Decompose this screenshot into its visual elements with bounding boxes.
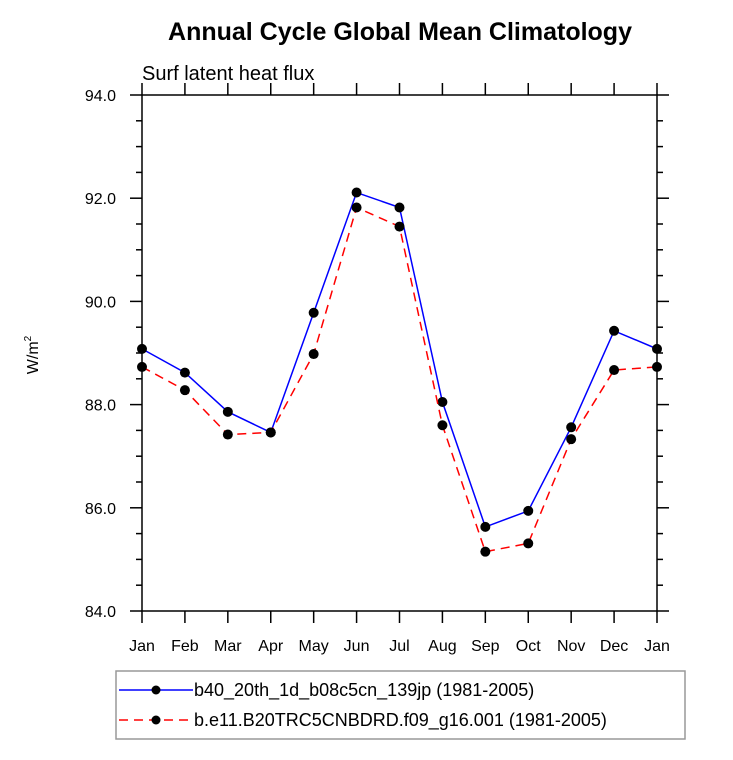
x-tick-label: Mar — [214, 638, 242, 655]
chart-subtitle: Surf latent heat flux — [142, 63, 314, 85]
data-point — [394, 221, 405, 232]
data-point — [480, 521, 491, 532]
data-point — [566, 434, 577, 445]
series-line-2 — [141, 206, 658, 553]
data-point — [351, 187, 362, 198]
legend-marker-series-1 — [151, 685, 161, 695]
data-point — [523, 538, 534, 549]
data-point — [351, 202, 362, 213]
data-point — [179, 367, 190, 378]
data-point — [437, 397, 448, 408]
x-tick-label: Jun — [344, 638, 370, 655]
y-tick-labels: 84.0 86.0 88.0 90.0 92.0 94.0 — [85, 88, 116, 621]
legend-label-series-2: b.e11.B20TRC5CNBDRD.f09_g16.001 (1981-20… — [194, 710, 607, 731]
x-tick-label: May — [299, 638, 329, 655]
series-2 — [137, 202, 662, 557]
data-point — [394, 202, 405, 213]
y-axis-label: W/m2 — [23, 335, 42, 374]
y-axis-label-superscript: 2 — [23, 335, 34, 341]
y-tick-label: 94.0 — [85, 88, 116, 105]
x-tick-label: Sep — [471, 638, 500, 655]
data-point — [652, 361, 662, 372]
x-tick-label: Oct — [516, 638, 541, 655]
data-point — [179, 385, 190, 396]
legend-marker-series-2 — [151, 715, 161, 725]
x-tick-label: Nov — [557, 638, 585, 655]
plot-frame — [141, 94, 658, 612]
legend-box — [115, 670, 686, 740]
chart-title: Annual Cycle Global Mean Climatology — [168, 18, 632, 46]
x-tick-label: Aug — [428, 638, 456, 655]
y-tick-label: 90.0 — [85, 294, 116, 311]
data-point — [137, 361, 147, 372]
data-point — [222, 429, 233, 440]
x-tick-labels: Jan Feb Mar Apr May Jun Jul Aug Sep Oct Nov Dec Jan — [129, 638, 670, 655]
y-tick-label: 84.0 — [85, 604, 116, 621]
x-tick-label: Jul — [389, 638, 409, 655]
data-point — [437, 420, 448, 431]
x-tick-label: Jan — [129, 638, 155, 655]
series-1 — [137, 187, 662, 532]
data-point — [308, 307, 319, 318]
data-point — [652, 343, 662, 354]
x-tick-label: Dec — [600, 638, 628, 655]
data-point — [523, 505, 534, 516]
y-tick-label: 86.0 — [85, 501, 116, 518]
y-tick-label: 88.0 — [85, 398, 116, 415]
plot-axes — [130, 83, 669, 623]
data-point — [308, 349, 319, 360]
legend: b40_20th_1d_b08c5cn_139jp (1981-2005) b.… — [115, 670, 686, 740]
series-layer — [137, 187, 662, 557]
series-line-1 — [141, 191, 658, 528]
data-point — [137, 343, 147, 354]
legend-item-series-1: b40_20th_1d_b08c5cn_139jp (1981-2005) — [119, 680, 534, 701]
data-point — [609, 365, 620, 376]
x-tick-label: Apr — [258, 638, 284, 655]
data-point — [480, 546, 491, 557]
y-tick-label: 92.0 — [85, 191, 116, 208]
data-point — [222, 406, 233, 417]
legend-label-series-1: b40_20th_1d_b08c5cn_139jp (1981-2005) — [194, 680, 534, 701]
data-point — [265, 427, 276, 438]
data-point — [609, 325, 620, 336]
data-point — [566, 422, 577, 433]
x-tick-label: Feb — [171, 638, 199, 655]
legend-item-series-2: b.e11.B20TRC5CNBDRD.f09_g16.001 (1981-20… — [119, 710, 607, 731]
x-tick-label: Jan — [644, 638, 670, 655]
